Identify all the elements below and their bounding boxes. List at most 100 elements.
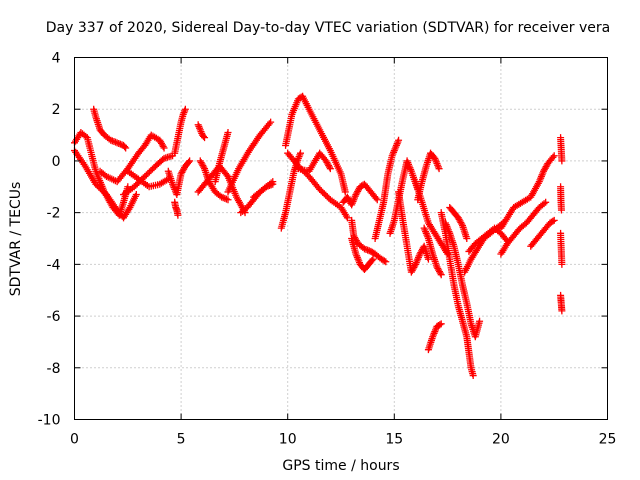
- data-point: [132, 191, 140, 199]
- series-track-h: [171, 105, 189, 157]
- data-point: [382, 258, 390, 266]
- y-tick-label: -4: [47, 257, 61, 273]
- data-point: [186, 157, 194, 165]
- data-point: [424, 255, 432, 263]
- series-track-af: [441, 219, 484, 341]
- data-point: [558, 260, 566, 268]
- data-point: [435, 165, 443, 173]
- y-tick-label: -8: [47, 361, 61, 377]
- data-point: [369, 255, 377, 263]
- series-track-ad: [424, 320, 445, 354]
- data-point: [325, 163, 333, 171]
- y-tick-label: -10: [38, 413, 61, 429]
- data-point: [174, 211, 182, 219]
- data-point: [267, 118, 275, 126]
- series-track-u: [339, 180, 381, 209]
- grid: [74, 57, 608, 420]
- y-tick-label: 0: [52, 154, 61, 170]
- data-point: [436, 321, 444, 329]
- data-point: [540, 200, 548, 208]
- series-track-w: [348, 235, 377, 274]
- data-point: [122, 144, 130, 152]
- series-track-ai: [465, 224, 511, 255]
- data-point: [343, 214, 351, 222]
- data-point: [185, 158, 193, 166]
- data-point: [558, 157, 566, 165]
- data-point: [463, 235, 471, 242]
- series-track-c: [90, 105, 130, 152]
- data-point: [224, 128, 232, 136]
- series-track-x: [371, 136, 403, 242]
- data-point: [224, 196, 232, 204]
- series-track-j: [194, 121, 209, 142]
- data-point: [550, 152, 558, 160]
- series-track-ab: [414, 149, 443, 204]
- y-tick-labels: 4 2 0 -2 -4 -6 -8 -10: [38, 51, 61, 429]
- data-point: [542, 198, 550, 206]
- y-axis-label: SDTVAR / TECUs: [8, 182, 24, 297]
- data-point: [549, 153, 557, 161]
- data-point: [469, 372, 477, 380]
- y-tick-label: -6: [47, 309, 61, 325]
- y-tick-label: 4: [52, 51, 61, 67]
- series-track-p: [250, 180, 277, 201]
- series-track-ae: [437, 209, 477, 380]
- series-track-ag: [446, 203, 471, 242]
- data-point: [160, 144, 168, 152]
- series-track-t: [294, 149, 334, 175]
- series-track-d: [96, 131, 168, 186]
- data-point: [458, 220, 466, 228]
- y-tick-label: -2: [47, 206, 61, 222]
- data-point: [269, 180, 277, 188]
- series-track-k: [196, 157, 232, 204]
- x-tick-label: 10: [279, 432, 297, 448]
- series-track-al: [527, 216, 558, 250]
- data-point: [199, 132, 207, 140]
- data-point: [296, 149, 304, 157]
- data-point: [380, 257, 388, 265]
- data-point: [437, 271, 445, 279]
- data-point: [549, 217, 557, 225]
- data-point: [368, 256, 376, 264]
- data-point: [550, 216, 558, 224]
- series-track-ac: [420, 224, 445, 279]
- series-track-r: [282, 92, 349, 196]
- data-point: [411, 262, 419, 270]
- x-tick-labels: 0 5 10 15 20 25: [70, 432, 616, 448]
- data-point: [159, 142, 167, 150]
- series-track-z: [395, 188, 432, 276]
- series-track-ap: [557, 291, 566, 315]
- series-track-o: [224, 118, 275, 196]
- data-point: [181, 105, 189, 113]
- data-point: [200, 163, 208, 171]
- series-track-g: [164, 157, 194, 199]
- data-point: [558, 307, 566, 315]
- series-track-aj: [497, 152, 558, 232]
- data-point: [437, 320, 445, 328]
- series-track-am: [557, 134, 566, 165]
- y-tick-label: 2: [52, 102, 61, 118]
- data-point: [121, 143, 129, 151]
- series-track-ak: [497, 198, 550, 258]
- series-track-v: [348, 216, 390, 266]
- data-point: [201, 134, 209, 142]
- x-axis-label: GPS time / hours: [282, 458, 399, 474]
- data-point: [373, 196, 381, 204]
- x-tick-label: 20: [492, 432, 510, 448]
- data-point: [341, 188, 349, 196]
- series-track-q: [277, 149, 304, 232]
- series-track-f: [124, 167, 172, 191]
- series-track-b: [71, 147, 140, 222]
- x-tick-label: 15: [385, 432, 403, 448]
- series-track-an: [557, 183, 565, 214]
- data-point: [326, 165, 334, 173]
- x-tick-label: 0: [70, 432, 79, 448]
- chart-title: Day 337 of 2020, Sidereal Day-to-day VTE…: [46, 20, 610, 36]
- data-point: [436, 269, 444, 277]
- data-point: [372, 194, 380, 202]
- data-point: [557, 206, 565, 214]
- data-points: [71, 92, 566, 380]
- plot-frame: [74, 57, 608, 420]
- data-point: [265, 120, 273, 128]
